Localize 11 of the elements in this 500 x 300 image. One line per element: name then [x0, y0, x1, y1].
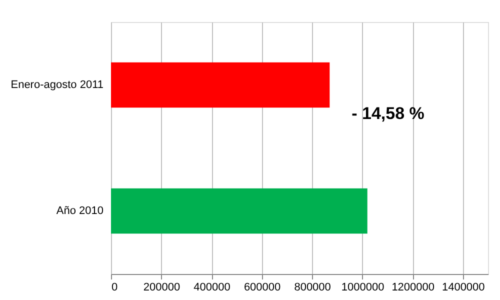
x-tick-label: 800000	[294, 282, 331, 294]
y-tick-label: Enero-agosto 2011	[10, 79, 104, 91]
x-tick-label: 1000000	[341, 282, 384, 294]
x-tick-label: 0	[112, 282, 118, 294]
x-tick-label: 200000	[143, 282, 180, 294]
y-tick-label: Año 2010	[56, 205, 104, 217]
x-tick-label: 1400000	[442, 282, 485, 294]
annotation: - 14,58 %	[352, 104, 424, 123]
x-tick-label: 600000	[244, 282, 281, 294]
x-tick-label: 400000	[194, 282, 230, 294]
x-tick-label: 1200000	[392, 282, 435, 294]
